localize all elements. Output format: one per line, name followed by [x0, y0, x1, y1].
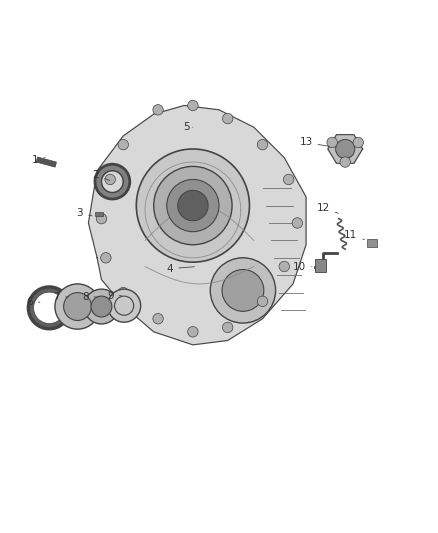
Wedge shape: [28, 287, 70, 329]
Circle shape: [64, 293, 92, 320]
Circle shape: [279, 261, 290, 272]
Bar: [95, 212, 103, 216]
Circle shape: [257, 140, 268, 150]
Circle shape: [96, 213, 107, 224]
Circle shape: [55, 284, 100, 329]
Circle shape: [257, 296, 268, 306]
Text: 8: 8: [82, 292, 96, 302]
Circle shape: [153, 313, 163, 324]
Text: 7: 7: [53, 292, 68, 302]
Circle shape: [187, 100, 198, 111]
Bar: [315, 259, 325, 272]
Circle shape: [353, 137, 364, 148]
Bar: [36, 157, 57, 167]
Circle shape: [101, 253, 111, 263]
Circle shape: [118, 287, 128, 298]
Text: 10: 10: [293, 262, 312, 272]
Wedge shape: [95, 164, 130, 199]
Circle shape: [178, 190, 208, 221]
Circle shape: [292, 218, 303, 228]
Circle shape: [340, 157, 350, 167]
Text: 11: 11: [344, 230, 364, 240]
Text: 2: 2: [93, 170, 110, 181]
Circle shape: [283, 174, 294, 184]
Text: 1: 1: [32, 155, 45, 165]
Bar: [367, 239, 377, 247]
Circle shape: [136, 149, 250, 262]
Circle shape: [84, 289, 119, 324]
Circle shape: [167, 180, 219, 232]
Text: 4: 4: [167, 264, 194, 273]
Circle shape: [118, 140, 128, 150]
Text: 6: 6: [26, 297, 40, 307]
Circle shape: [108, 289, 141, 322]
Text: 12: 12: [317, 203, 338, 213]
Text: 5: 5: [184, 122, 193, 132]
Polygon shape: [88, 106, 306, 345]
Circle shape: [223, 114, 233, 124]
Text: 3: 3: [77, 208, 92, 219]
Circle shape: [223, 322, 233, 333]
Text: 13: 13: [299, 138, 329, 148]
Circle shape: [91, 296, 112, 317]
Circle shape: [187, 327, 198, 337]
Circle shape: [153, 104, 163, 115]
Circle shape: [327, 137, 337, 148]
Circle shape: [210, 258, 276, 323]
Circle shape: [336, 140, 355, 158]
Circle shape: [222, 270, 264, 311]
Text: 9: 9: [107, 290, 121, 301]
Circle shape: [154, 166, 232, 245]
Polygon shape: [328, 135, 363, 163]
Circle shape: [105, 174, 116, 184]
